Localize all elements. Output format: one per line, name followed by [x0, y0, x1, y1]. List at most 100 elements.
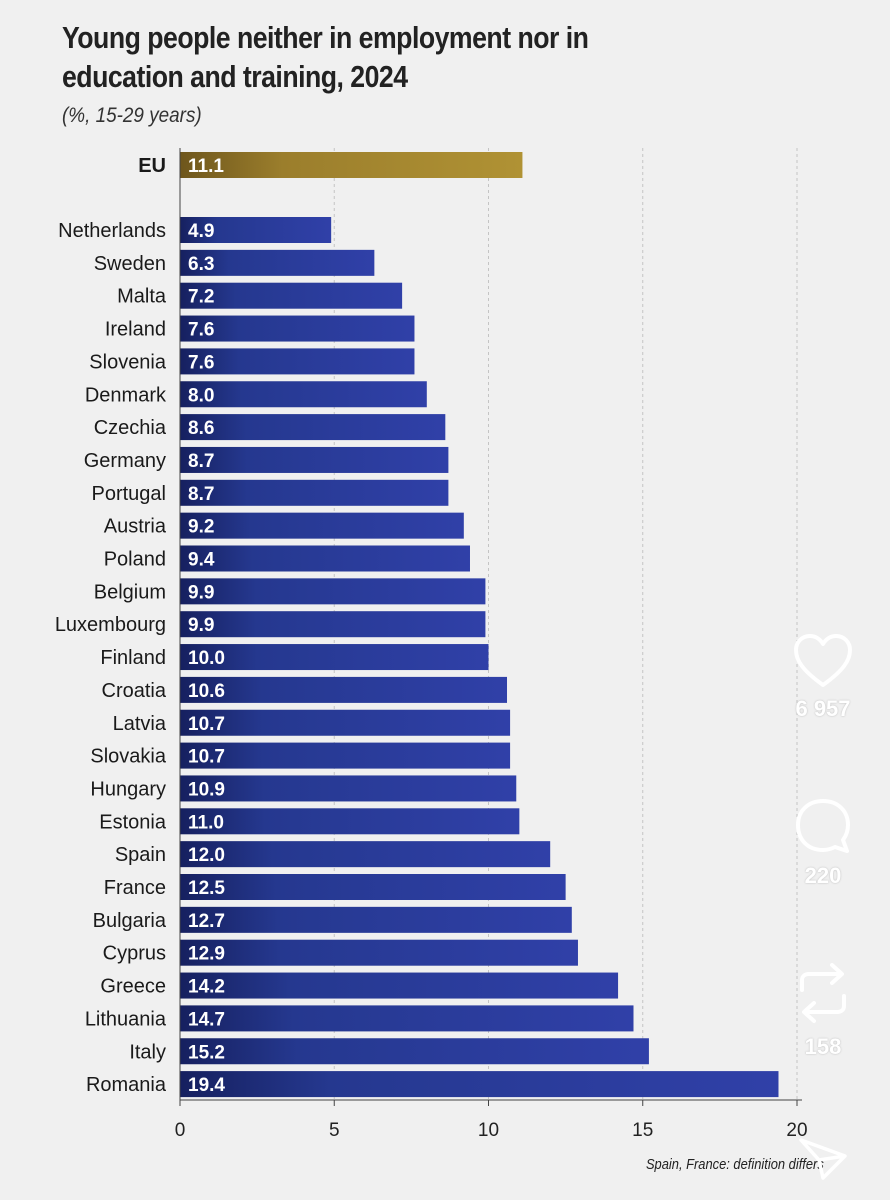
bar: [180, 348, 415, 375]
bar: [180, 906, 572, 933]
value-label: 8.0: [188, 385, 214, 406]
bar: [180, 1071, 779, 1098]
bar: [180, 446, 449, 473]
value-label: 7.6: [188, 320, 214, 341]
category-label: Germany: [84, 450, 166, 472]
share-button[interactable]: [780, 1130, 866, 1186]
x-tick-label: 15: [632, 1120, 653, 1141]
category-label-eu: EU: [138, 155, 166, 177]
value-label: 9.2: [188, 517, 214, 538]
comment-button[interactable]: 220: [780, 795, 866, 889]
repost-icon: [800, 963, 846, 1023]
bar: [180, 381, 427, 408]
bar-eu: [180, 152, 523, 178]
bar: [180, 676, 508, 703]
bar: [180, 939, 578, 966]
value-label: 12.5: [188, 878, 225, 899]
x-tick-label: 0: [175, 1120, 186, 1141]
bar: [180, 611, 486, 638]
value-label: 9.9: [188, 582, 214, 603]
value-label: 11.0: [188, 812, 224, 833]
bar: [180, 841, 551, 868]
category-label: Austria: [104, 516, 167, 538]
category-label: Spain: [115, 844, 166, 866]
chart-title: Young people neither in employment nor i…: [62, 20, 589, 94]
heart-icon: [794, 634, 852, 687]
value-label: 9.9: [188, 615, 214, 636]
value-label: 10.7: [188, 714, 225, 735]
value-label: 12.0: [188, 845, 225, 866]
value-label: 11.1: [188, 156, 224, 177]
bar: [180, 644, 489, 671]
bar: [180, 1038, 649, 1065]
value-label: 7.6: [188, 352, 214, 373]
bar: [180, 874, 566, 900]
value-label: 12.9: [188, 944, 225, 965]
category-label: Slovakia: [90, 746, 166, 768]
category-label: Romania: [86, 1074, 167, 1096]
value-label: 12.7: [188, 911, 225, 932]
like-button[interactable]: 6 957: [780, 632, 866, 722]
category-label: Poland: [104, 549, 166, 571]
category-label: Cyprus: [103, 943, 166, 965]
bar: [180, 512, 464, 539]
x-tick-label: 5: [329, 1120, 340, 1141]
bar: [180, 479, 449, 506]
chart-footnote: Spain, France: definition differs: [646, 1156, 824, 1173]
value-label: 4.9: [188, 221, 214, 242]
comment-count: 220: [804, 863, 842, 888]
value-label: 8.7: [188, 484, 214, 505]
send-icon: [799, 1138, 847, 1180]
bar: [180, 282, 403, 309]
value-label: 8.6: [188, 418, 214, 439]
value-label: 6.3: [188, 254, 214, 275]
category-label: France: [104, 877, 166, 899]
bar: [180, 217, 332, 243]
bar: [180, 709, 511, 736]
x-tick-label: 20: [786, 1120, 807, 1141]
category-label: Sweden: [94, 253, 166, 275]
bar: [180, 414, 446, 441]
category-label: Hungary: [90, 778, 166, 800]
value-label: 10.7: [188, 747, 225, 768]
bar: [180, 545, 470, 572]
value-label: 14.7: [188, 1009, 225, 1030]
category-label: Belgium: [94, 581, 166, 603]
value-label: 10.9: [188, 779, 225, 800]
repost-button[interactable]: 158: [780, 958, 866, 1060]
category-label: Malta: [117, 286, 167, 308]
category-label: Finland: [100, 647, 166, 669]
category-label: Ireland: [105, 319, 166, 341]
category-label: Latvia: [113, 713, 167, 735]
bar: [180, 972, 619, 999]
category-label: Bulgaria: [93, 910, 167, 932]
like-count: 6 957: [795, 696, 851, 721]
category-label: Czechia: [94, 417, 167, 439]
value-label: 15.2: [188, 1042, 225, 1063]
value-label: 19.4: [188, 1075, 225, 1096]
category-label: Lithuania: [85, 1008, 167, 1030]
value-label: 10.0: [188, 648, 225, 669]
value-label: 7.2: [188, 287, 214, 308]
x-tick-label: 10: [478, 1120, 499, 1141]
bar: [180, 578, 486, 605]
category-label: Luxembourg: [55, 614, 166, 636]
bar: [180, 808, 520, 835]
category-label: Croatia: [102, 680, 167, 702]
category-label: Italy: [129, 1041, 166, 1063]
repost-count: 158: [804, 1034, 842, 1059]
category-label: Estonia: [99, 811, 167, 833]
bar: [180, 775, 517, 802]
bar: [180, 1005, 634, 1032]
bar: [180, 742, 511, 769]
value-label: 8.7: [188, 451, 214, 472]
category-label: Netherlands: [58, 220, 166, 242]
value-label: 9.4: [188, 550, 215, 571]
category-label: Greece: [100, 976, 166, 998]
bar: [180, 315, 415, 342]
chart-subtitle: (%, 15-29 years): [62, 104, 202, 127]
category-label: Portugal: [92, 483, 167, 505]
bar: [180, 249, 375, 276]
value-label: 14.2: [188, 977, 225, 998]
